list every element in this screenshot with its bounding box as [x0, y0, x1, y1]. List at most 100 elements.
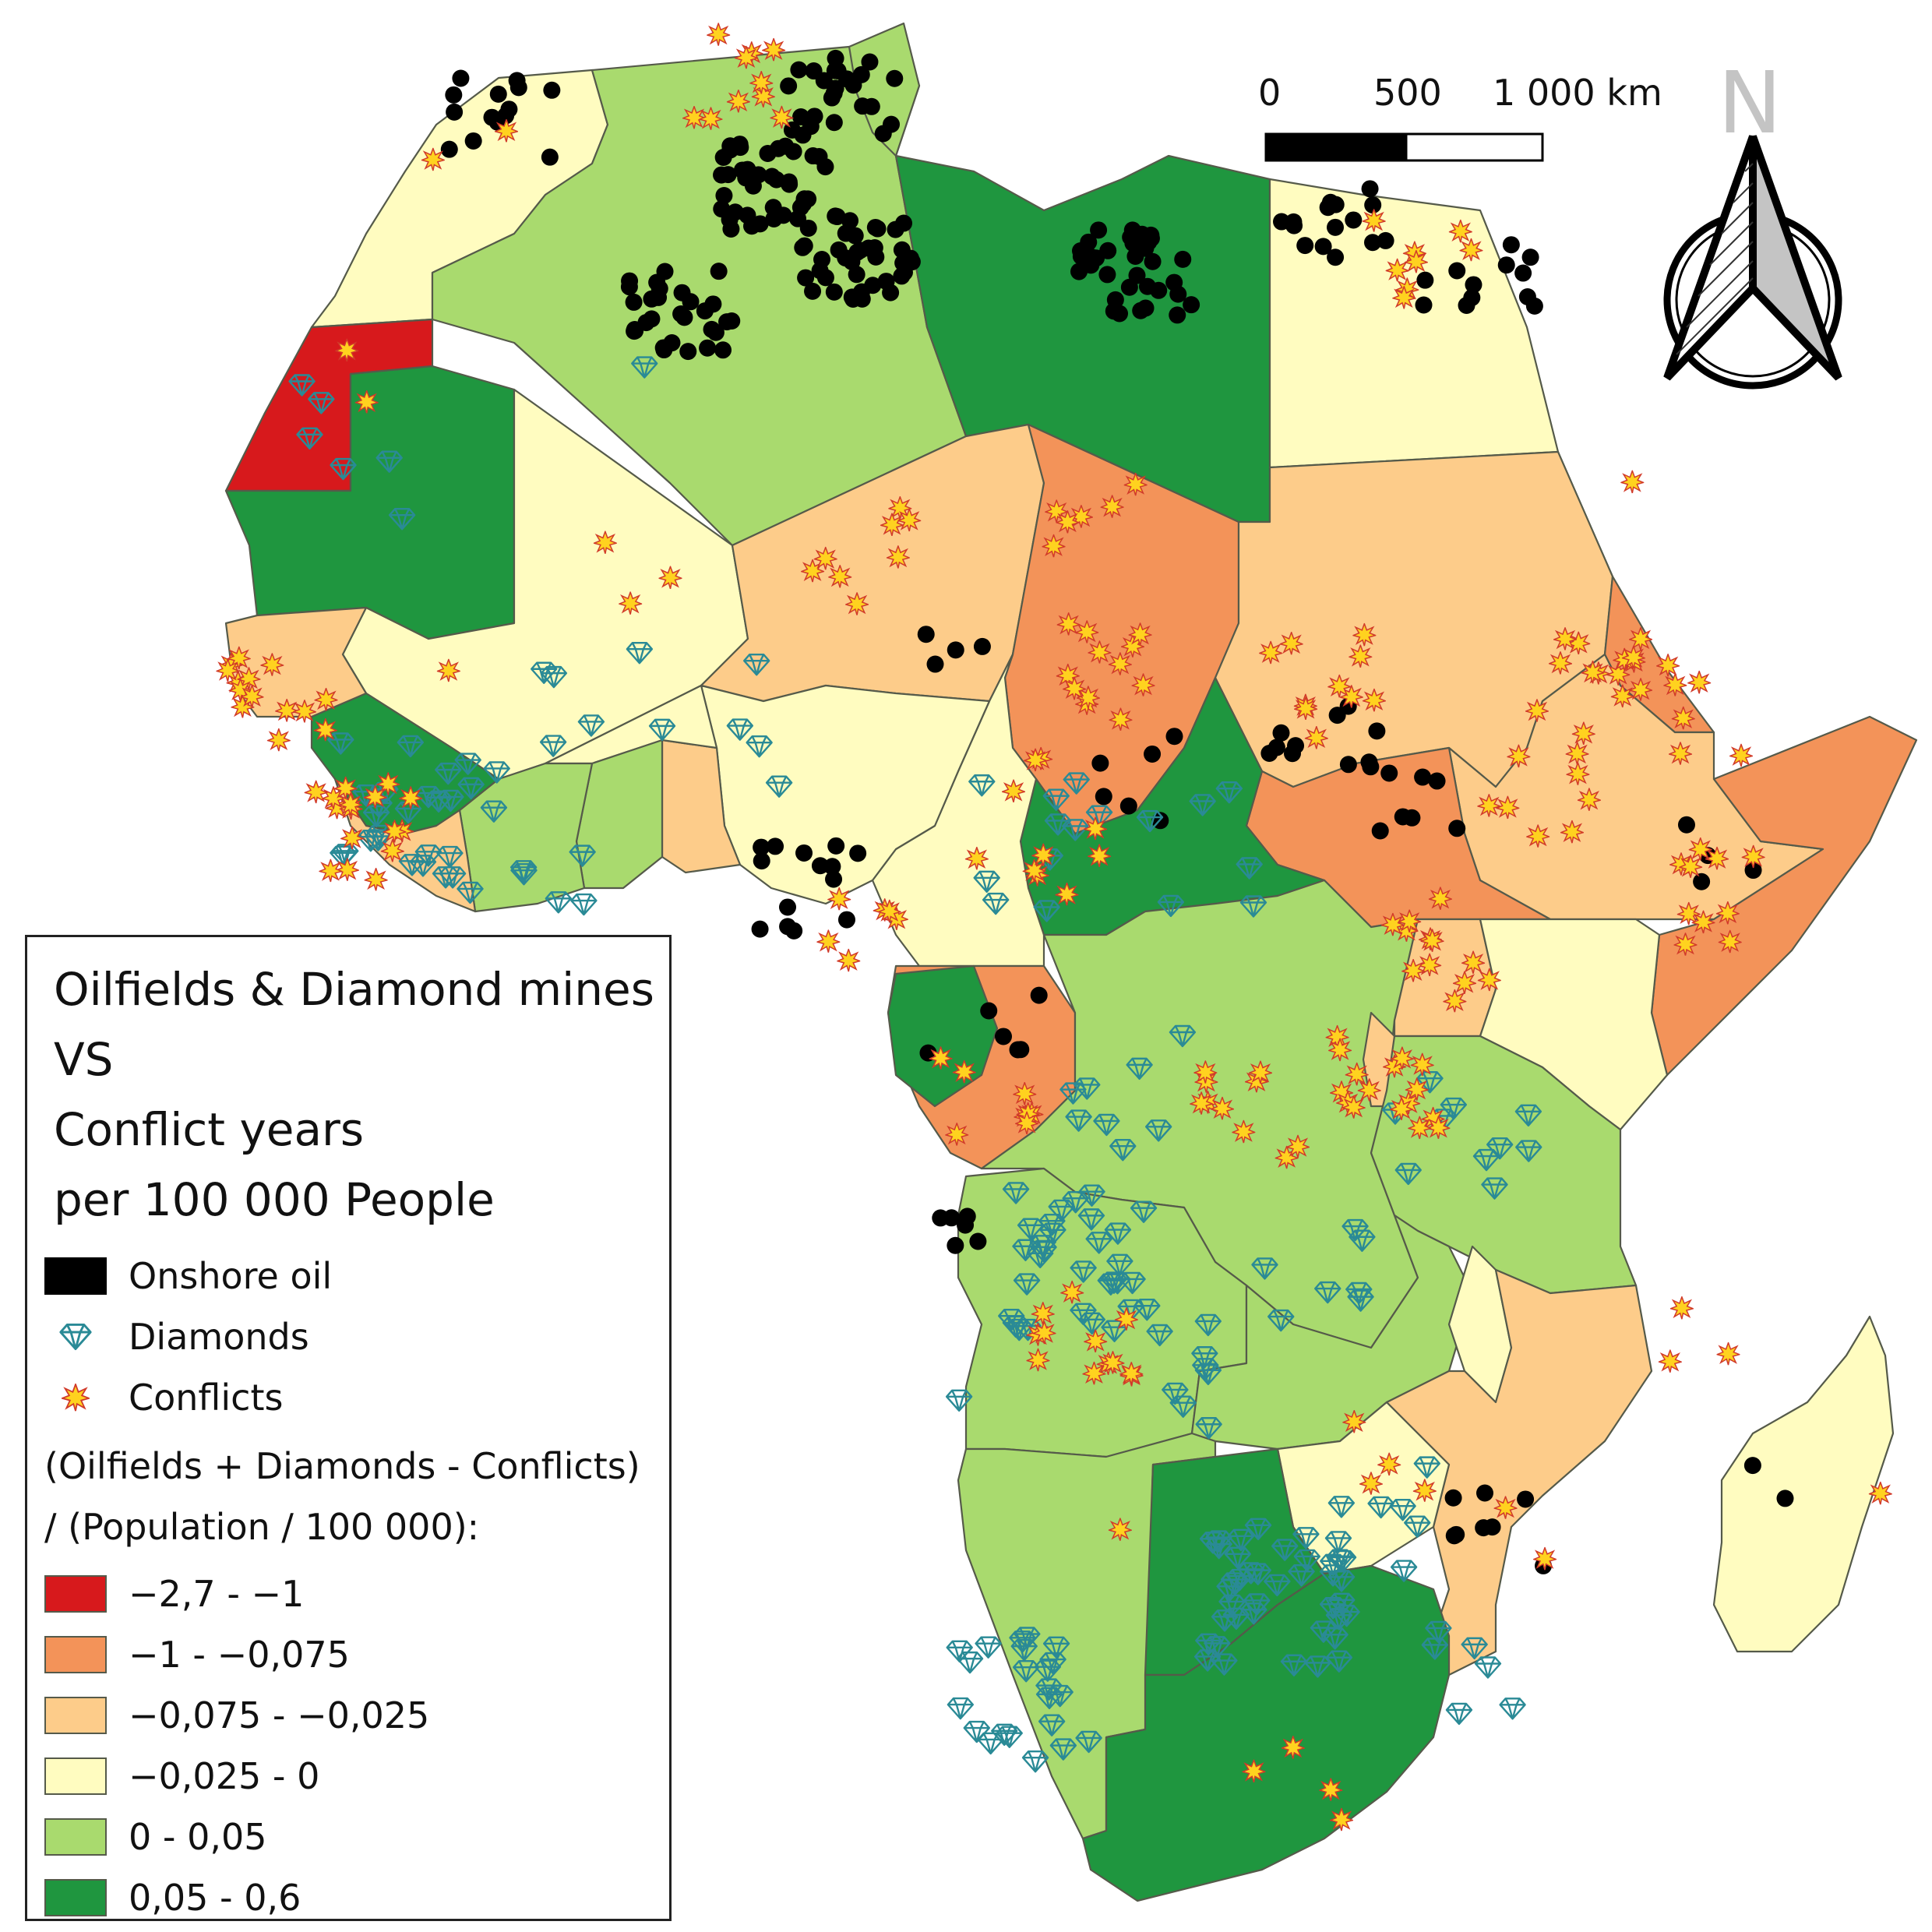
conflict-marker [734, 45, 758, 69]
class-label-1: −2,7 - −1 [129, 1573, 305, 1615]
oil-field-marker [1364, 196, 1382, 214]
conflict-marker [707, 23, 731, 47]
conflict-marker [1114, 1307, 1138, 1331]
oil-field-marker [767, 837, 784, 855]
conflict-marker [1560, 820, 1584, 844]
conflict-marker [813, 546, 837, 570]
oil-field-marker [837, 911, 855, 929]
conflict-marker [877, 899, 901, 923]
oil-field-marker [753, 852, 770, 870]
oil-field-marker [825, 283, 843, 301]
conflict-marker [1242, 1759, 1266, 1783]
oil-field-marker [452, 69, 470, 87]
oil-field-marker [794, 238, 812, 256]
conflict-marker [749, 71, 774, 95]
oil-field-marker [1144, 252, 1162, 270]
conflict-marker [1620, 470, 1645, 494]
oil-field-marker [621, 272, 639, 290]
oil-field-marker [1364, 234, 1382, 252]
oil-field-marker [1776, 1490, 1794, 1507]
oil-field-marker [980, 1002, 998, 1020]
conflict-marker [1084, 816, 1108, 841]
diamond-marker [1499, 1698, 1526, 1720]
class-row-5: 0 - 0,05 [44, 1807, 669, 1867]
conflict-marker [929, 1046, 953, 1070]
oil-field-marker [672, 305, 690, 323]
conflict-marker [1281, 1736, 1305, 1760]
oil-field-marker [877, 273, 895, 291]
north-arrow-icon: N [1663, 53, 1842, 390]
oil-field-marker [497, 107, 515, 125]
conflict-marker [1401, 958, 1426, 982]
oil-field-marker [721, 210, 739, 228]
conflict-marker [1123, 472, 1148, 496]
conflict-marker [1443, 989, 1467, 1013]
oil-field-marker [710, 263, 728, 280]
oil-field-marker [1106, 291, 1124, 308]
oil-field-marker [780, 77, 798, 95]
oil-field-marker [1744, 862, 1762, 880]
conflict-marker [216, 658, 240, 682]
conflict-marker [1060, 1280, 1084, 1304]
oil-field-marker [509, 79, 527, 97]
oil-field-marker [489, 85, 507, 103]
oil-field-marker [804, 147, 822, 165]
oil-field-marker [1091, 754, 1109, 772]
oil-field-marker [1483, 1518, 1501, 1536]
conflict-marker [1663, 673, 1687, 697]
oil-field-marker [541, 148, 559, 166]
oil-field-marker [804, 282, 822, 300]
oil-field-marker [679, 343, 697, 361]
conflict-marker [1108, 652, 1132, 676]
conflict-marker [363, 785, 387, 809]
conflict-marker [1691, 910, 1715, 934]
oil-field-marker [795, 844, 813, 862]
conflict-marker [1357, 1078, 1381, 1102]
oil-field-marker [994, 1028, 1012, 1045]
oil-field-marker [1314, 238, 1332, 256]
oil-field-marker [1361, 180, 1379, 198]
oil-field-marker [1693, 873, 1711, 890]
oil-field-marker [719, 166, 737, 184]
oil-field-marker [917, 626, 935, 643]
oil-field-marker [1285, 213, 1303, 231]
map-title: Oilfields & Diamond mines VS Conflict ye… [54, 954, 669, 1235]
conflict-marker [260, 653, 284, 677]
oil-field-marker [837, 224, 855, 242]
conflict-marker [1032, 1320, 1056, 1345]
oil-field-marker [1319, 199, 1337, 217]
conflict-marker [1341, 1095, 1366, 1119]
class-swatch-5 [44, 1818, 107, 1856]
oil-field-marker [723, 312, 741, 330]
legend-label-conflicts: Conflicts [129, 1377, 284, 1419]
oil-field-marker [869, 220, 887, 238]
oil-field-marker [1296, 237, 1314, 255]
oil-field-icon [44, 1257, 107, 1295]
oil-field-marker [1140, 233, 1158, 251]
conflict-marker [1026, 1348, 1050, 1372]
oil-field-marker [1169, 285, 1187, 303]
conflict-marker [1553, 627, 1578, 651]
oil-field-marker [1380, 764, 1398, 782]
class-row-6: 0,05 - 0,6 [44, 1867, 669, 1928]
conflict-marker [897, 508, 922, 532]
oil-field-marker [643, 310, 661, 328]
conflict-marker [593, 531, 617, 555]
oil-field-marker [543, 81, 561, 99]
oil-field-marker [483, 108, 501, 126]
conflict-marker [1621, 645, 1645, 669]
oil-field-marker [864, 277, 882, 294]
oil-field-marker [1403, 809, 1421, 827]
conflict-marker [335, 858, 359, 882]
classes-title: (Oilfields + Diamonds - Conflicts) / (Po… [44, 1436, 669, 1557]
conflict-marker [1328, 1038, 1352, 1062]
legend-item-oil: Onshore oil [44, 1246, 669, 1306]
oil-field-marker [823, 858, 841, 876]
oil-field-marker [825, 870, 843, 888]
oil-field-marker [827, 49, 844, 67]
conflict-marker [1687, 670, 1712, 694]
country-shapes [224, 22, 1918, 1902]
conflict-marker [1404, 249, 1428, 273]
title-line-4: per 100 000 People [54, 1173, 495, 1226]
